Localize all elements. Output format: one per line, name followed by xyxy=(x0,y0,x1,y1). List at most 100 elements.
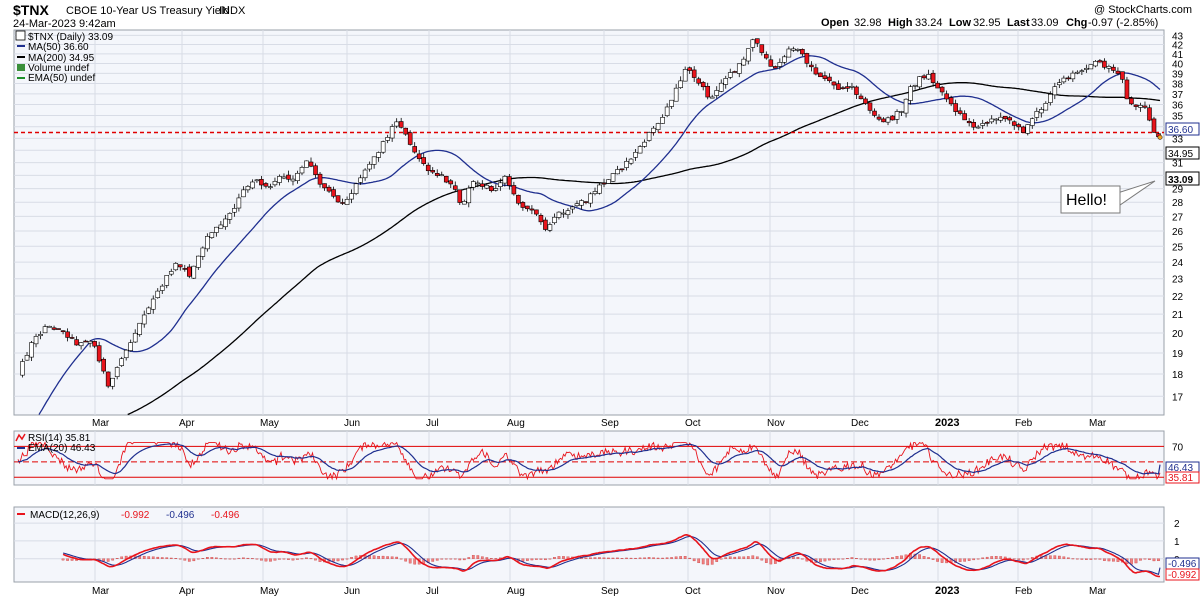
candle-down xyxy=(840,87,846,90)
histogram-bar xyxy=(255,558,259,560)
histogram-bar xyxy=(1107,558,1111,562)
histogram-bar xyxy=(548,558,552,560)
candle-down xyxy=(759,44,765,53)
histogram-bar xyxy=(967,558,971,561)
candle-down xyxy=(69,337,75,339)
histogram-bar xyxy=(287,558,290,560)
histogram-bar xyxy=(341,558,344,561)
histogram-bar xyxy=(562,556,565,559)
histogram-bar xyxy=(264,558,268,562)
histogram-bar xyxy=(922,556,926,559)
candle-up xyxy=(268,186,273,188)
candle-up xyxy=(565,210,571,216)
candle-up xyxy=(223,218,228,228)
candle-up xyxy=(574,203,580,207)
candle-up xyxy=(349,193,354,200)
candle-down xyxy=(538,214,544,223)
histogram-bar xyxy=(61,558,65,561)
x-axis-label: Apr xyxy=(179,418,195,429)
histogram-bar xyxy=(273,558,277,561)
candle-up xyxy=(362,169,368,179)
candle-up xyxy=(20,361,25,376)
candle-up xyxy=(493,188,499,191)
x-axis-label: Feb xyxy=(1015,418,1033,429)
histogram-bar xyxy=(620,558,624,559)
candle-up xyxy=(606,179,611,184)
callout-text: Hello! xyxy=(1066,192,1107,209)
histogram-bar xyxy=(1053,555,1057,559)
candle-up xyxy=(380,141,386,153)
open-value: 32.98 xyxy=(854,17,882,29)
candle-up xyxy=(786,48,792,58)
candle-up xyxy=(1070,72,1076,80)
histogram-bar xyxy=(764,558,768,563)
macd-axis-label: 1 xyxy=(1174,537,1180,548)
histogram-bar xyxy=(413,558,417,565)
ma200-line xyxy=(127,82,1161,416)
histogram-bar xyxy=(1148,558,1151,560)
histogram-bar xyxy=(819,558,822,563)
candle-up xyxy=(227,213,233,220)
candle-down xyxy=(308,161,314,167)
histogram-bar xyxy=(882,558,885,560)
candle-down xyxy=(1147,107,1152,121)
candle-up xyxy=(912,84,918,87)
candle-down xyxy=(754,38,760,44)
histogram-bar xyxy=(652,557,655,559)
macd-badges: -0.496 -0.992 xyxy=(1165,557,1200,581)
watermark: @ StockCharts.com xyxy=(1094,4,1192,16)
candle-down xyxy=(511,185,517,195)
macd-legend-v3: -0.496 xyxy=(211,510,240,521)
candle-down xyxy=(854,86,859,95)
histogram-bar xyxy=(584,557,588,559)
candle-down xyxy=(813,67,819,75)
candle-up xyxy=(588,193,593,204)
candle-down xyxy=(1151,118,1157,133)
x-axis-label: Dec xyxy=(851,418,869,429)
price-axis-label: 29 xyxy=(1172,185,1184,196)
candle-down xyxy=(331,189,336,197)
candle-up xyxy=(552,216,557,224)
candle-up xyxy=(214,226,219,233)
histogram-bar xyxy=(1112,558,1115,562)
candle-up xyxy=(164,275,170,286)
histogram-bar xyxy=(755,556,759,559)
candle-up xyxy=(254,179,260,182)
candle-up xyxy=(389,126,395,139)
candle-up xyxy=(47,325,52,328)
candle-up xyxy=(200,247,206,257)
histogram-bar xyxy=(440,558,444,560)
candle-up xyxy=(714,90,720,96)
candle-up xyxy=(24,355,30,361)
histogram-bar xyxy=(742,556,746,559)
candle-down xyxy=(1124,79,1130,100)
candle-down xyxy=(92,341,97,347)
security-name: CBOE 10-Year US Treasury Yield xyxy=(66,5,229,17)
candle-down xyxy=(944,93,949,100)
candle-down xyxy=(935,82,940,89)
histogram-bar xyxy=(395,556,399,559)
histogram-bar xyxy=(233,558,236,560)
candle-up xyxy=(290,178,296,182)
legend-price: $TNX (Daily) 33.09 xyxy=(28,32,113,43)
candle-down xyxy=(691,69,697,78)
histogram-bar xyxy=(638,557,642,559)
candle-down xyxy=(434,173,440,176)
candle-down xyxy=(326,186,332,192)
candle-up xyxy=(633,151,638,158)
histogram-bar xyxy=(151,556,155,559)
candle-up xyxy=(38,334,43,337)
candle-up xyxy=(475,182,481,185)
histogram-bar xyxy=(489,558,493,559)
histogram-bar xyxy=(927,557,930,559)
histogram-bar xyxy=(210,557,214,559)
candle-down xyxy=(65,331,70,338)
candle-up xyxy=(903,98,909,114)
histogram-bar xyxy=(886,557,890,559)
candle-up xyxy=(1025,124,1031,134)
candle-down xyxy=(1111,66,1116,71)
histogram-bar xyxy=(381,555,385,559)
histogram-bar xyxy=(683,556,687,559)
candle-down xyxy=(601,182,607,185)
histogram-bar xyxy=(404,558,408,562)
